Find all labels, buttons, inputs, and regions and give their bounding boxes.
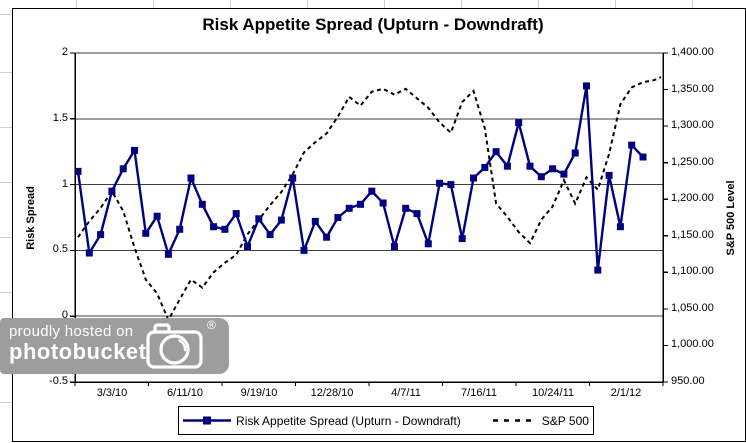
left-axis-tick-label: 0.5	[52, 243, 68, 255]
x-axis-tick-label: 4/7/11	[391, 387, 421, 399]
legend-label-sp500: S&P 500	[541, 413, 589, 428]
right-axis-tick-label: 1,050.00	[671, 302, 714, 314]
legend: Risk Appetite Spread (Upturn - Downdraft…	[178, 406, 594, 435]
left-axis-tick-label: 1	[61, 178, 68, 190]
x-axis-tick-label: 7/16/11	[461, 387, 497, 399]
right-axis-tick-label: 1,300.00	[671, 119, 714, 131]
left-axis-tick-label: 0	[61, 309, 68, 321]
right-axis-tick-label: 1,400.00	[671, 46, 714, 58]
photobucket-watermark: proudly hosted on photobucket ®	[0, 318, 229, 374]
right-axis-tick-label: 1,250.00	[671, 156, 714, 168]
right-axis-tick-label: 1,000.00	[671, 338, 714, 350]
solid-line-marker-swatch-icon	[183, 416, 232, 425]
camera-icon	[146, 323, 203, 369]
left-axis-tick-label: -0.5	[49, 375, 68, 387]
registered-trademark-icon: ®	[207, 318, 216, 332]
watermark-brand: photobucket	[9, 339, 147, 364]
worksheet-column-gridlines	[0, 0, 746, 8]
x-axis-tick-label: 2/1/12	[610, 387, 642, 399]
left-axis-title: Risk Spread	[25, 186, 37, 250]
x-axis-tick-label: 10/24/11	[531, 387, 574, 399]
right-axis-tick-label: 1,200.00	[671, 192, 714, 204]
chart-title: Risk Appetite Spread (Upturn - Downdraft…	[202, 15, 544, 34]
x-axis-tick-label: 3/3/10	[96, 387, 128, 399]
x-axis-tick-label: 6/11/10	[167, 387, 203, 399]
right-axis-tick-label: 1,150.00	[671, 229, 714, 241]
x-axis-tick-label: 12/28/10	[310, 387, 354, 399]
left-axis-tick-label: 2	[61, 46, 68, 58]
right-axis-tick-label: 950.00	[671, 375, 705, 387]
legend-item-sp500: S&P 500	[492, 413, 589, 428]
legend-label-risk-spread: Risk Appetite Spread (Upturn - Downdraft…	[236, 413, 461, 428]
x-axis-tick-label: 9/19/10	[240, 387, 278, 399]
watermark-text: proudly hosted on photobucket	[9, 323, 147, 364]
right-axis-tick-label: 1,100.00	[671, 265, 714, 277]
right-axis-tick-label: 1,350.00	[671, 83, 714, 95]
legend-item-risk-spread: Risk Appetite Spread (Upturn - Downdraft…	[183, 414, 461, 428]
left-axis-tick-label: 1.5	[52, 112, 68, 124]
dashed-line-swatch-icon	[492, 419, 537, 422]
watermark-tagline: proudly hosted on	[9, 323, 134, 340]
